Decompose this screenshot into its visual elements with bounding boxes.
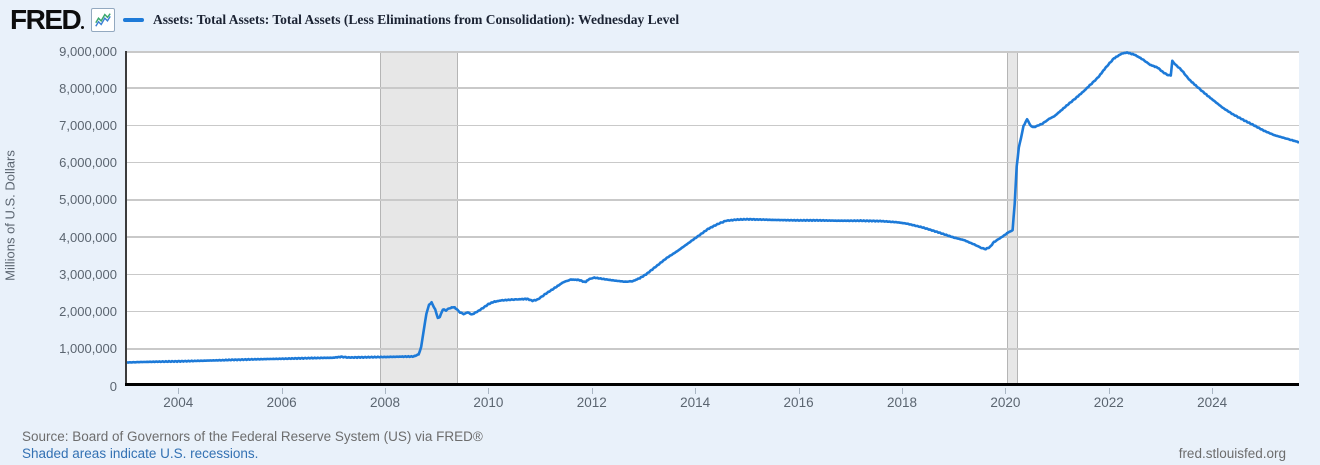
fred-logo-text: FRED — [10, 4, 82, 35]
gridline — [125, 87, 1299, 89]
y-tick-label: 2,000,000 — [59, 304, 117, 320]
series-line — [125, 51, 1299, 365]
x-tick-mark — [695, 388, 697, 394]
x-tick-label: 2022 — [1093, 395, 1124, 410]
y-tick-label: 7,000,000 — [59, 117, 117, 133]
x-tick-label: 2008 — [369, 395, 401, 410]
x-tick-mark — [1005, 388, 1007, 394]
gridline — [125, 348, 1299, 350]
x-tick-label: 2010 — [473, 395, 504, 410]
legend-line-swatch — [123, 18, 144, 22]
y-tick-label: 9,000,000 — [59, 43, 117, 59]
legend: Assets: Total Assets: Total Assets (Less… — [123, 12, 679, 28]
fred-watermark-link[interactable]: fred.stlouisfed.org — [1178, 446, 1286, 461]
y-tick-label: 1,000,000 — [59, 341, 117, 357]
y-axis-title: Millions of U.S. Dollars — [2, 150, 18, 281]
y-tick-label: 5,000,000 — [59, 192, 117, 208]
x-tick-mark — [488, 388, 490, 394]
x-tick-label: 2018 — [886, 395, 917, 410]
x-tick-mark — [385, 388, 387, 394]
x-tick-mark — [798, 388, 800, 394]
legend-label: Assets: Total Assets: Total Assets (Less… — [153, 12, 680, 27]
x-tick-label: 2004 — [163, 395, 194, 410]
x-tick-label: 2016 — [783, 395, 814, 410]
y-tick-label: 3,000,000 — [59, 266, 117, 282]
gridline — [125, 124, 1299, 127]
gridline — [125, 310, 1299, 313]
x-tick-mark — [178, 388, 180, 394]
gridline — [125, 236, 1299, 238]
y-tick-label: 8,000,000 — [59, 80, 117, 96]
x-tick-mark — [1212, 388, 1214, 394]
x-axis-line — [125, 383, 1299, 386]
fred-logo[interactable]: FRED — [10, 4, 116, 35]
gridline — [125, 161, 1299, 164]
x-tick-mark — [901, 388, 903, 394]
x-tick-label: 2014 — [680, 395, 711, 410]
y-tick-label: 6,000,000 — [59, 155, 117, 171]
x-tick-mark — [591, 388, 593, 394]
x-tick-label: 2024 — [1197, 395, 1228, 410]
source-text: Source: Board of Governors of the Federa… — [22, 429, 483, 444]
y-tick-label: 4,000,000 — [59, 229, 117, 245]
recession-band — [379, 51, 459, 386]
gridline — [125, 199, 1299, 201]
gridline — [125, 51, 1299, 53]
x-tick-mark — [281, 388, 283, 394]
x-tick-label: 2006 — [266, 395, 297, 410]
y-axis-line — [125, 51, 127, 386]
y-tick-label: 0 — [109, 378, 117, 394]
recession-note-link[interactable]: Shaded areas indicate U.S. recessions. — [22, 446, 259, 461]
gridline — [125, 273, 1299, 276]
x-tick-label: 2020 — [990, 395, 1021, 410]
x-tick-mark — [1108, 388, 1110, 394]
x-tick-label: 2012 — [576, 395, 607, 410]
plot-area[interactable] — [125, 51, 1299, 386]
line-chart-icon — [91, 8, 116, 32]
registered-trademark-dot — [81, 26, 85, 29]
